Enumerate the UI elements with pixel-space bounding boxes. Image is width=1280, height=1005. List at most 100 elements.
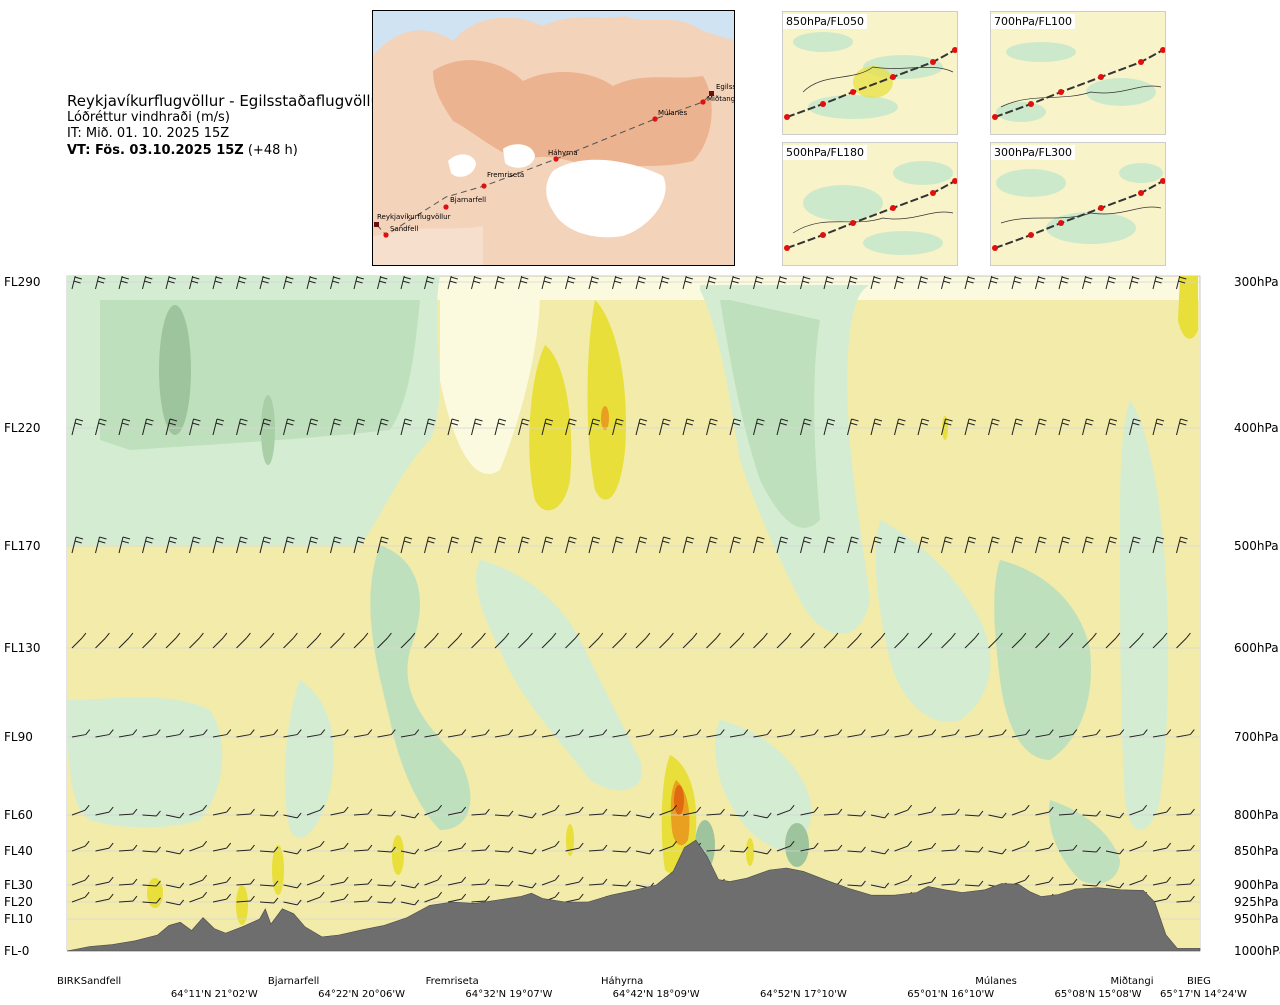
wind-barb: [1011, 729, 1031, 738]
field-moderate-up-upper2: [587, 300, 626, 500]
wind-barb: [424, 874, 443, 886]
pressure-level-label: 850hPa: [1234, 844, 1279, 858]
wind-barb: [283, 882, 302, 889]
wind-barb: [1176, 878, 1195, 886]
wind-barb: [165, 632, 181, 649]
vertical-velocity-field: [67, 276, 1200, 950]
wind-barb: [165, 276, 176, 290]
minimap-850hpa: 850hPa/FL050: [782, 11, 958, 135]
wind-barb: [729, 632, 745, 649]
wind-barb: [776, 276, 787, 290]
wind-barb: [330, 876, 349, 886]
wind-barb: [729, 810, 749, 817]
wind-barb: [635, 729, 655, 738]
wind-barb: [353, 729, 373, 738]
wind-barb: [635, 276, 646, 290]
wind-barb: [917, 632, 933, 649]
wind-barb: [659, 840, 678, 852]
wind-barb: [400, 848, 420, 855]
wind-barb: [494, 536, 507, 554]
field-moderate-up-top-right: [1178, 276, 1198, 339]
wind-barb: [471, 895, 490, 903]
wind-barb: [236, 729, 255, 738]
wind-barb: [988, 632, 1003, 649]
wind-barb: [189, 804, 208, 816]
wind-barb: [518, 632, 533, 649]
wind-barb: [870, 848, 890, 855]
coordinate-label: 64°11'N 21°02'W: [171, 989, 258, 1000]
wind-barb: [1058, 844, 1078, 852]
wind-barb: [1129, 276, 1140, 290]
wind-barb: [823, 632, 839, 649]
wind-barb: [800, 536, 812, 554]
wind-barb: [565, 876, 584, 886]
wind-barb: [377, 897, 396, 904]
map-point-sandfell: [383, 232, 389, 238]
wind-barb: [847, 418, 859, 436]
wind-barb: [1011, 418, 1024, 436]
wind-barb: [306, 729, 326, 738]
wind-barb: [353, 844, 373, 852]
wind-barb: [1105, 276, 1116, 290]
cross-section-chart: FL290 FL220 FL170 FL130 FL90 FL60 FL40 FL30 FL20…: [4, 275, 1280, 1000]
wind-barb: [283, 418, 295, 436]
wind-barb: [1105, 812, 1125, 819]
wind-barb: [283, 632, 298, 649]
wind-barb: [541, 729, 561, 738]
wind-barb: [518, 812, 537, 819]
wind-barb: [259, 846, 279, 853]
coordinate-label: 65°08'N 15°08'W: [1055, 989, 1142, 1000]
wind-barb: [1105, 729, 1125, 738]
wind-barb: [706, 276, 717, 290]
wind-barb: [823, 729, 843, 738]
wind-barb: [189, 632, 204, 649]
wind-barb: [870, 418, 883, 436]
wind-barb: [353, 536, 366, 554]
wind-barb: [565, 632, 580, 649]
wind-barb: [1152, 276, 1163, 290]
map-label-birk: Reykjavíkurflugvöllur: [377, 213, 451, 221]
wind-barb: [71, 729, 91, 738]
wind-barb: [330, 632, 345, 649]
wind-barb: [447, 842, 467, 852]
wind-barb: [1011, 632, 1027, 649]
coordinate-label: 65°17'N 14°24'W: [1160, 989, 1247, 1000]
wind-barb: [236, 895, 255, 903]
wind-barb: [95, 876, 114, 886]
wind-barb: [941, 729, 960, 738]
wind-barb: [917, 842, 937, 852]
wind-barb: [682, 276, 693, 290]
wind-barb: [447, 806, 467, 816]
map-lowland: [373, 226, 483, 265]
wind-barb: [471, 276, 482, 290]
wind-barb: [142, 536, 154, 554]
wind-barb: [917, 729, 937, 738]
wind-barb: [447, 893, 467, 903]
field-very-strong-up-hahyrna: [674, 785, 684, 815]
wind-barb: [165, 536, 178, 554]
wind-barb: [95, 729, 114, 738]
station-label: Bjarnarfell: [268, 976, 320, 987]
wind-barb: [612, 418, 624, 436]
wind-barb: [1105, 882, 1125, 889]
wind-barb: [800, 806, 819, 816]
wind-barb: [353, 878, 373, 886]
wind-barb: [118, 536, 131, 554]
wind-barb: [635, 812, 655, 819]
wind-barb: [588, 418, 601, 436]
wind-barb: [870, 812, 890, 819]
wind-barb: [1176, 276, 1187, 290]
wind-barb: [283, 812, 302, 819]
wind-barb: [1035, 536, 1047, 554]
wind-barb: [1058, 632, 1074, 649]
map-label-fremriseta: Fremriseta: [487, 171, 524, 179]
wind-barb: [847, 276, 858, 290]
wind-barb: [706, 729, 725, 738]
wind-barb: [941, 632, 956, 649]
wind-barb: [142, 276, 153, 290]
wind-barb: [259, 632, 275, 649]
wind-barb: [447, 536, 460, 554]
wind-barb: [306, 276, 317, 290]
route-map-svg: Reykjavíkurflugvöllur Sandfell Bjarnarfe…: [373, 11, 734, 265]
station-label: Sandfell: [81, 976, 121, 987]
